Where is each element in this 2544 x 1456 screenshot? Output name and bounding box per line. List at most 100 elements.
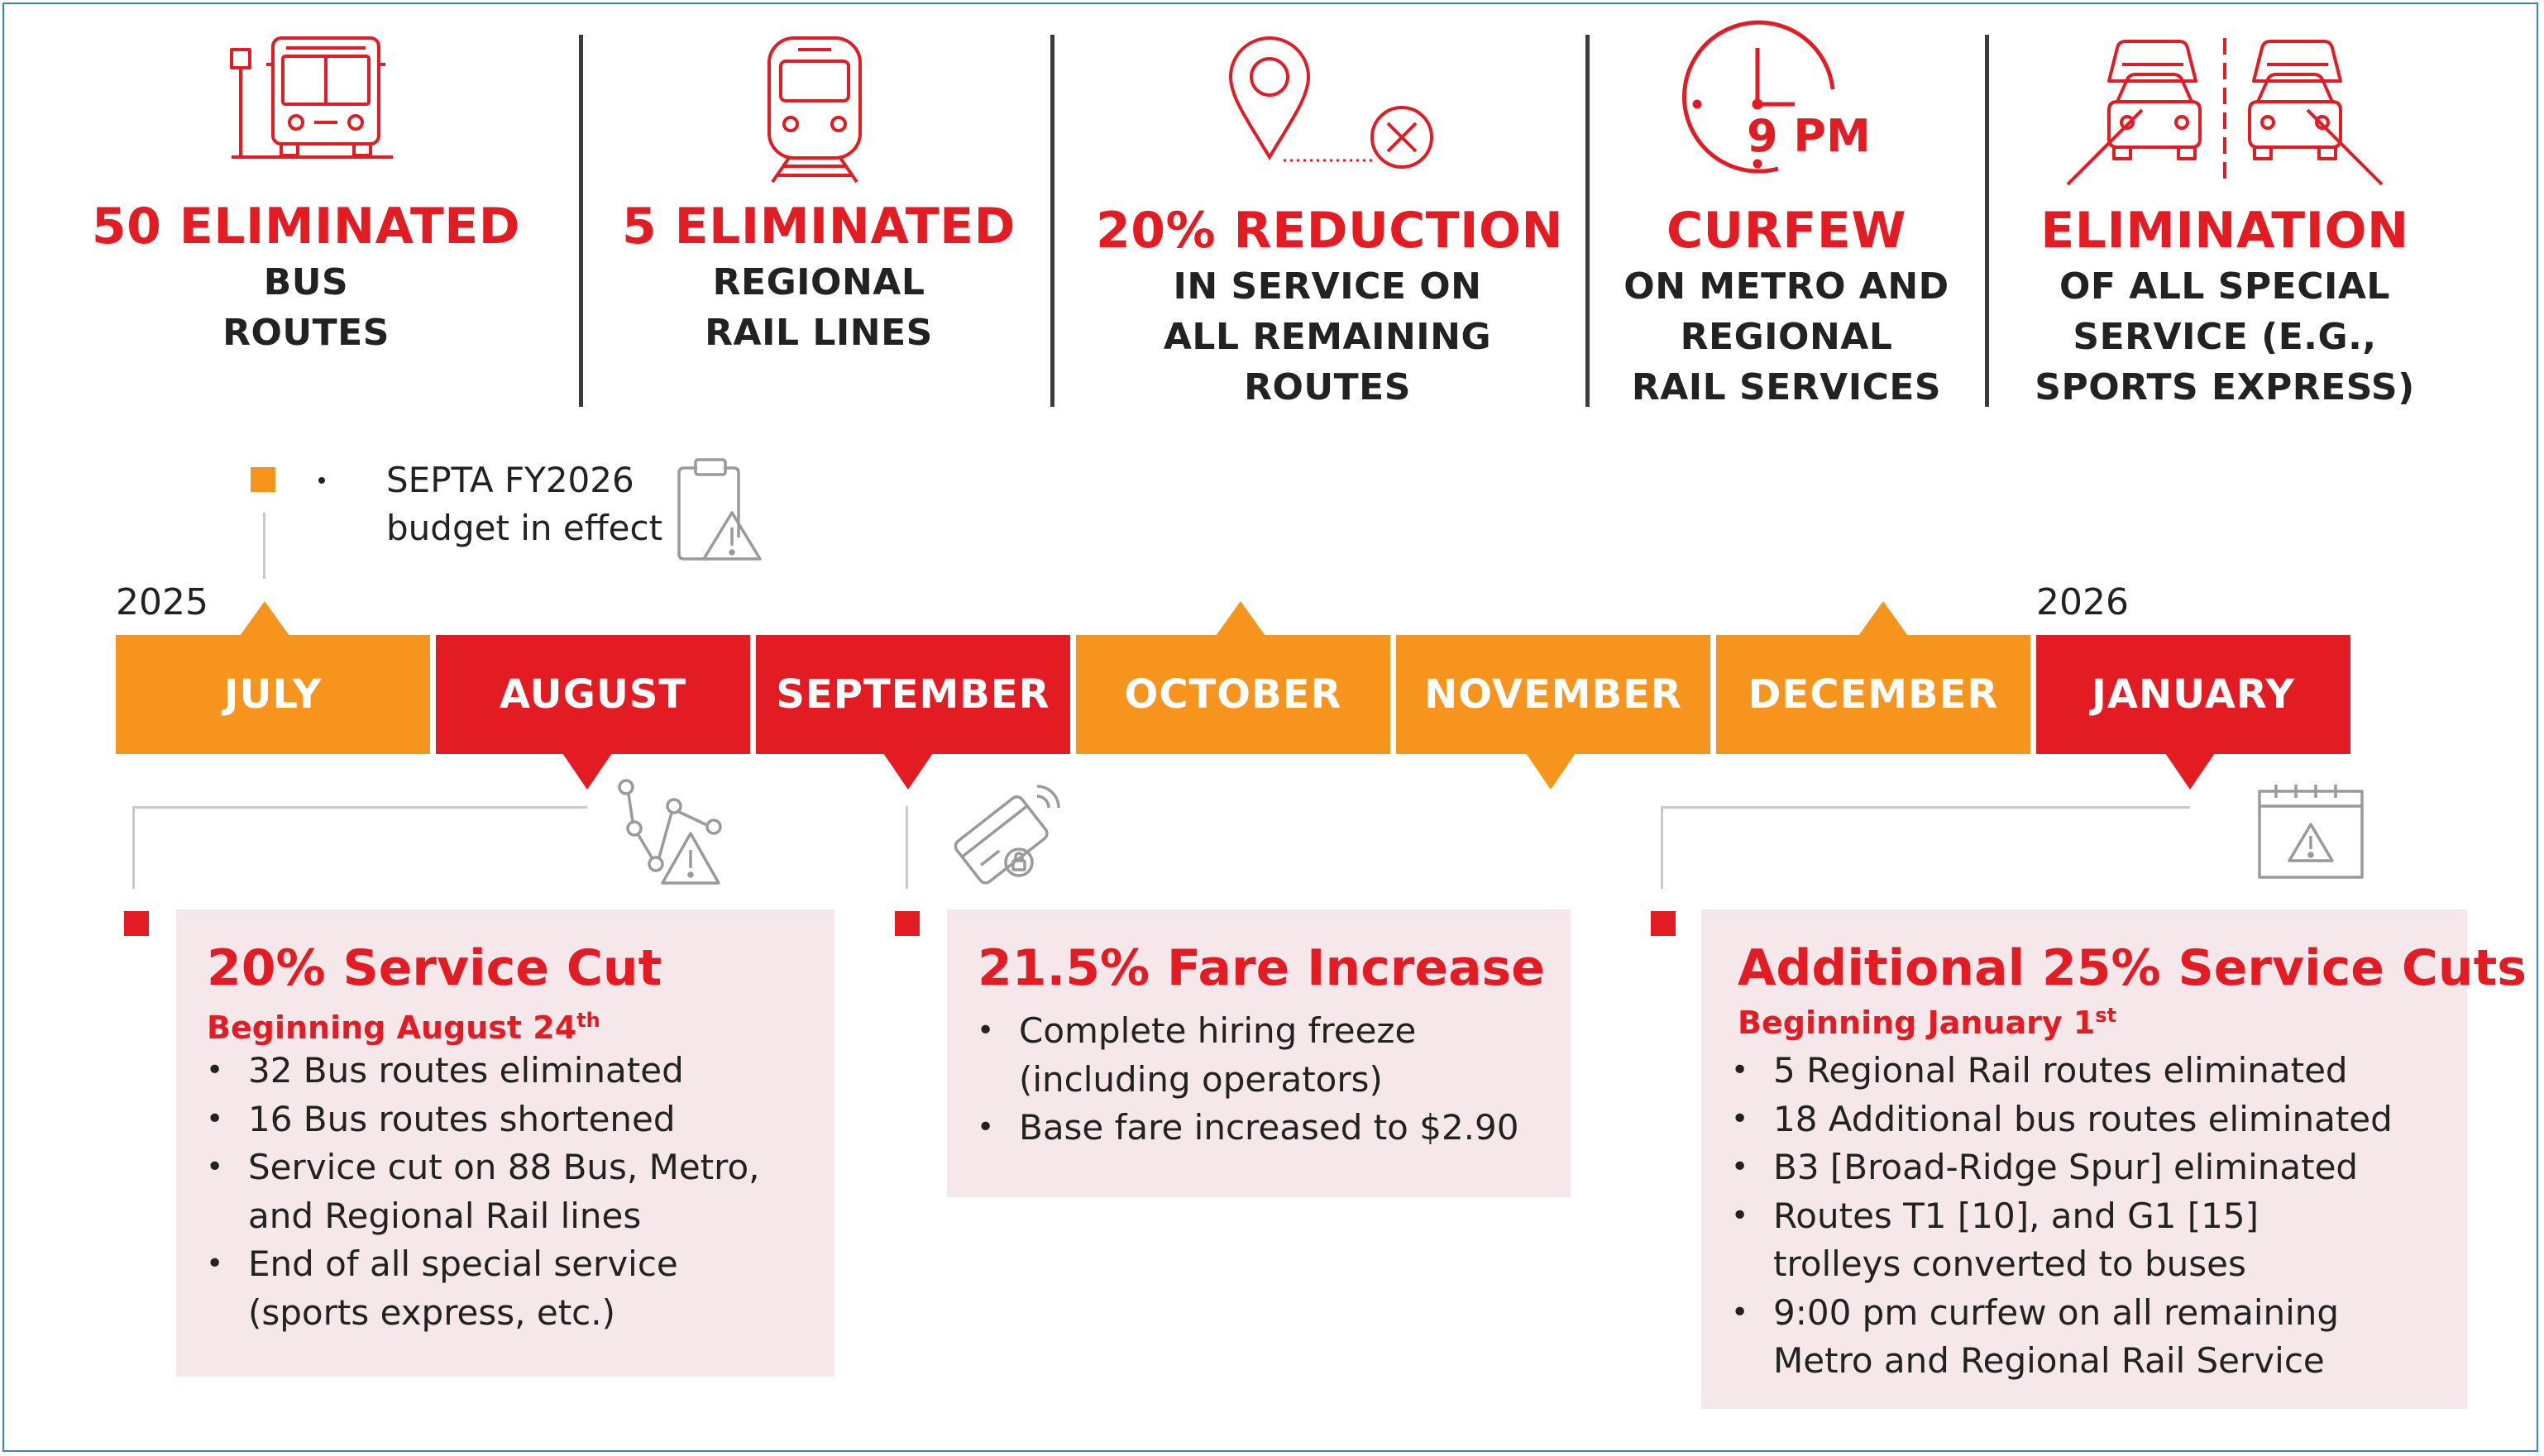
timeline-marker-up (1858, 601, 1908, 636)
timeline-marker-down (1526, 753, 1576, 790)
stat-line: ROUTES (222, 312, 390, 354)
stat-divider (1050, 35, 1054, 407)
panel-title: 21.5% Fare Increase (978, 939, 1545, 997)
month-january: JANUARY (2036, 635, 2350, 754)
train-icon (761, 31, 868, 185)
month-november: NOVEMBER (1396, 635, 1710, 754)
list-item: Service cut on 88 Bus, Metro, and Regiona… (176, 1143, 760, 1240)
legend-marker (251, 467, 275, 492)
list-item: Complete hiring freeze (including operato… (947, 1007, 1518, 1104)
legend-connector (263, 513, 265, 579)
list-item-line: Metro and Regional Rail Service (1773, 1340, 2325, 1381)
legend-bullet (318, 477, 325, 484)
stat-service-reduction: 20% REDUCTION IN SERVICE ON ALL REMAININ… (1096, 200, 1564, 413)
list-item-line: 18 Additional bus routes eliminated (1773, 1098, 2393, 1139)
panel-connector (1661, 806, 1663, 889)
stat-line: RAIL SERVICES (1631, 366, 1942, 408)
stat-line: ROUTES (1244, 366, 1411, 408)
month-september: SEPTEMBER (756, 635, 1070, 754)
stat-headline: ELIMINATION (2040, 202, 2409, 260)
stat-headline: 20% REDUCTION (1096, 202, 1564, 260)
panel-fare-increase: 21.5% Fare Increase Complete hiring free… (947, 909, 1571, 1197)
panel-service-cut: 20% Service Cut Beginning August 24th 32… (176, 909, 834, 1377)
stat-line: SERVICE (E.G., (2073, 316, 2377, 358)
stat-headline: 5 ELIMINATED (622, 198, 1016, 255)
legend-line: budget in effect (386, 508, 663, 548)
list-item-line: (sports express, etc.) (248, 1291, 615, 1333)
timeline-marker-down (562, 753, 612, 790)
route-warning-icon (616, 777, 728, 889)
list-item: B3 [Broad-Ridge Spur] eliminated (1701, 1143, 2393, 1192)
list-item: 32 Bus routes eliminated (176, 1047, 760, 1096)
stat-divider (1585, 35, 1590, 407)
stat-line: IN SERVICE ON (1173, 265, 1482, 308)
list-item-line: 9:00 pm curfew on all remaining (1773, 1291, 2340, 1333)
list-item-line: Base fare increased to $2.90 (1019, 1107, 1519, 1148)
stat-line: OF ALL SPECIAL (2059, 265, 2390, 308)
panel-connector (132, 806, 135, 889)
location-pin-cancel-icon (1224, 31, 1439, 172)
stat-line: ON METRO AND (1623, 265, 1949, 308)
list-item-line: Complete hiring freeze (1019, 1010, 1417, 1051)
cars-road-icon (2059, 31, 2390, 189)
list-item-line: trolleys converted to buses (1773, 1244, 2246, 1284)
panel-marker (1651, 911, 1676, 936)
list-item: 16 Bus routes shortened (176, 1096, 760, 1144)
list-item: Base fare increased to $2.90 (947, 1104, 1518, 1153)
list-item-line: 5 Regional Rail routes eliminated (1773, 1050, 2348, 1091)
stat-headline: CURFEW (1666, 202, 1907, 260)
panel-additional-cuts: Additional 25% Service Cuts Beginning Ja… (1701, 909, 2527, 1409)
stat-line: SPORTS EXPRESS) (2035, 366, 2415, 408)
stat-divider (579, 35, 583, 407)
clipboard-warning-icon (674, 455, 773, 570)
legend-label: SEPTA FY2026 budget in effect (386, 456, 662, 552)
list-item-line: Routes T1 [10], and G1 [15] (1773, 1195, 2259, 1236)
year-end-label: 2026 (2036, 581, 2129, 623)
list-item: 18 Additional bus routes eliminated (1701, 1096, 2393, 1144)
panel-subtitle: Beginning August 24th (207, 1000, 600, 1048)
list-item-line: (including operators) (1019, 1058, 1383, 1100)
list-item-line: Service cut on 88 Bus, Metro, (248, 1147, 760, 1187)
panel-subtitle: Beginning January 1st (1738, 995, 2116, 1043)
stat-line: REGIONAL (1680, 316, 1893, 358)
list-item-line: 32 Bus routes eliminated (248, 1050, 684, 1091)
list-item-line: 16 Bus routes shortened (248, 1098, 676, 1139)
panel-bullet-list: Complete hiring freeze (including operato… (947, 1007, 1518, 1153)
timeline-marker-up (1216, 601, 1265, 636)
list-item: End of all special service (sports expres… (176, 1240, 760, 1337)
month-october: OCTOBER (1076, 635, 1390, 754)
stat-line: REGIONAL (712, 261, 925, 303)
stat-regional-rail: 5 ELIMINATED REGIONAL RAIL LINES (595, 196, 1042, 358)
month-august: AUGUST (436, 635, 750, 754)
panel-marker (895, 911, 920, 936)
panel-connector (906, 806, 908, 889)
list-item: 5 Regional Rail routes eliminated (1701, 1047, 2393, 1096)
clock-time-label: 9 PM (1747, 110, 1871, 162)
panel-bullet-list: 32 Bus routes eliminated 16 Bus routes s… (176, 1047, 760, 1337)
stat-line: ALL REMAINING (1163, 316, 1492, 358)
timeline-marker-down (2165, 753, 2215, 790)
panel-subtitle-suffix: st (2095, 1004, 2117, 1027)
panel-title: Additional 25% Service Cuts (1738, 939, 2527, 997)
month-december: DECEMBER (1716, 635, 2030, 754)
clock-icon (1679, 20, 1844, 180)
stat-special-service: ELIMINATION OF ALL SPECIAL SERVICE (E.G.… (2006, 200, 2444, 413)
year-start-label: 2025 (116, 581, 208, 623)
stat-line: RAIL LINES (705, 312, 933, 354)
month-july: JULY (116, 635, 430, 754)
panel-title: 20% Service Cut (207, 939, 662, 997)
list-item-line: B3 [Broad-Ridge Spur] eliminated (1773, 1147, 2359, 1187)
panel-connector (132, 806, 587, 809)
list-item-line: and Regional Rail lines (248, 1195, 642, 1236)
fare-card-icon (951, 781, 1067, 889)
stat-curfew: CURFEW ON METRO AND REGIONAL RAIL SERVIC… (1600, 200, 1973, 413)
stat-divider (1985, 35, 1989, 407)
stat-bus-routes: 50 ELIMINATED BUS ROUTES (83, 196, 529, 358)
panel-marker (124, 911, 149, 936)
panel-subtitle-text: Beginning August 24 (207, 1010, 577, 1046)
panel-subtitle-text: Beginning January 1 (1738, 1005, 2096, 1041)
panel-subtitle-suffix: th (576, 1009, 600, 1032)
panel-connector (1661, 806, 2190, 809)
